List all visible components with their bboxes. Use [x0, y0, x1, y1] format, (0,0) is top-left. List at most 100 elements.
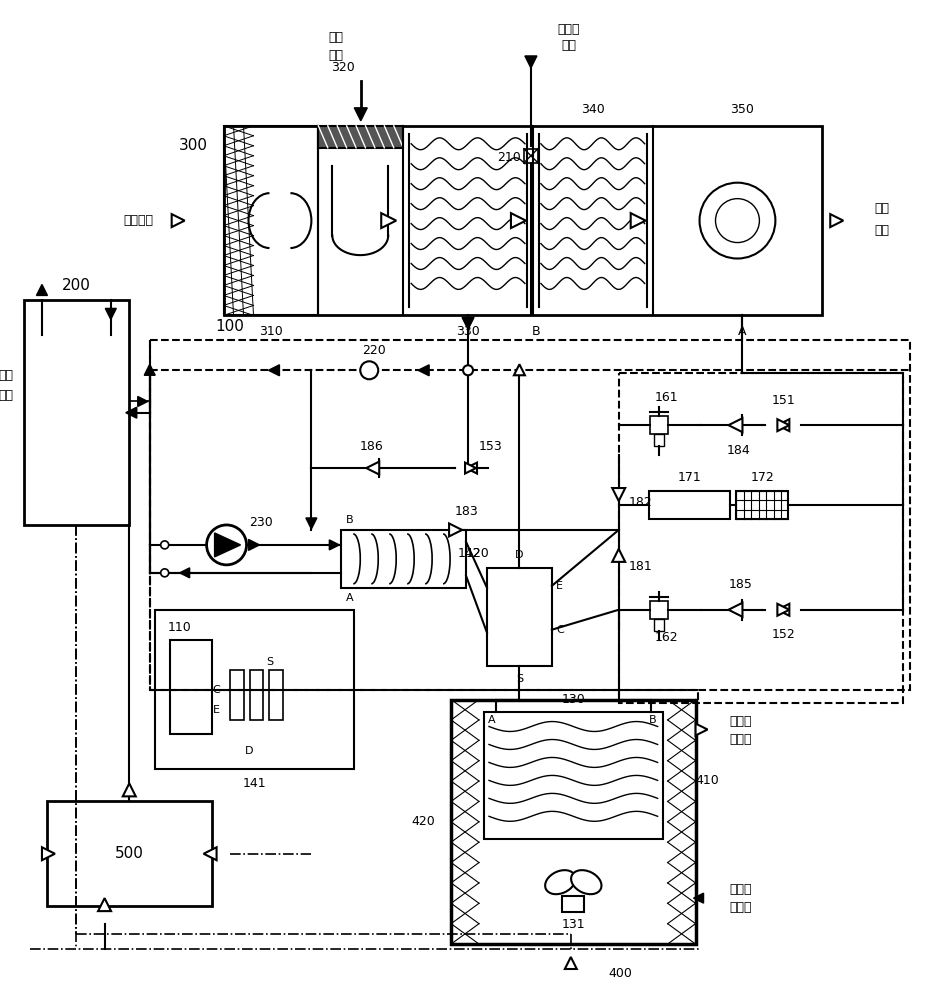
Polygon shape [214, 533, 241, 557]
Text: 142: 142 [457, 547, 481, 560]
Text: B: B [531, 325, 540, 338]
Bar [451, 700, 696, 944]
Bar [155, 610, 354, 769]
Bar [654, 619, 664, 631]
Text: S: S [266, 657, 273, 667]
Polygon shape [525, 56, 537, 68]
Text: 182: 182 [628, 496, 652, 509]
Text: 350: 350 [730, 103, 754, 116]
Circle shape [161, 569, 169, 577]
Text: 181: 181 [628, 560, 652, 573]
Polygon shape [778, 604, 789, 616]
Text: 330: 330 [456, 325, 480, 338]
Text: C: C [212, 685, 221, 695]
Polygon shape [466, 463, 477, 474]
Polygon shape [123, 783, 136, 796]
Polygon shape [36, 284, 48, 295]
Polygon shape [145, 364, 155, 375]
Circle shape [360, 361, 378, 379]
Text: S: S [516, 674, 523, 684]
Bar [47, 801, 211, 906]
Text: A: A [738, 325, 746, 338]
Bar [269, 670, 284, 720]
Bar [619, 373, 903, 703]
Text: D: D [515, 550, 524, 560]
Polygon shape [630, 213, 645, 228]
Bar [229, 670, 244, 720]
Text: 冷风进: 冷风进 [729, 733, 752, 746]
Text: 100: 100 [215, 319, 244, 334]
Text: 冷藏间: 冷藏间 [729, 715, 752, 728]
Text: 230: 230 [249, 516, 273, 529]
Text: 热水: 热水 [0, 369, 13, 382]
Polygon shape [418, 365, 429, 376]
Text: 162: 162 [655, 631, 679, 644]
Text: 185: 185 [728, 578, 752, 591]
Text: 110: 110 [168, 621, 191, 634]
Polygon shape [381, 213, 396, 228]
Bar [224, 126, 823, 315]
Text: A: A [488, 715, 496, 725]
Polygon shape [465, 463, 476, 474]
Polygon shape [268, 365, 280, 376]
Bar [484, 712, 663, 839]
Circle shape [463, 365, 473, 375]
Text: A: A [346, 593, 353, 603]
Polygon shape [449, 523, 462, 536]
Polygon shape [694, 893, 704, 903]
Text: 室内回风: 室内回风 [124, 214, 153, 227]
Text: 冷藏间: 冷藏间 [729, 883, 752, 896]
Text: 自来水: 自来水 [558, 23, 580, 36]
Text: B: B [649, 715, 657, 725]
Text: 210: 210 [497, 151, 521, 164]
Polygon shape [138, 396, 148, 406]
Text: 320: 320 [331, 61, 355, 74]
Polygon shape [778, 419, 789, 431]
Text: 186: 186 [359, 440, 383, 453]
Polygon shape [42, 847, 55, 860]
Text: 送风: 送风 [874, 224, 889, 237]
Text: E: E [213, 705, 220, 715]
Polygon shape [462, 317, 474, 329]
Text: C: C [556, 625, 564, 635]
Bar [318, 126, 404, 148]
Bar [648, 491, 730, 519]
Text: 152: 152 [771, 628, 795, 641]
Text: 172: 172 [750, 471, 774, 484]
Polygon shape [171, 214, 185, 227]
Polygon shape [367, 462, 379, 475]
Polygon shape [778, 604, 789, 616]
Bar [649, 416, 667, 434]
Polygon shape [696, 724, 707, 735]
Text: 300: 300 [179, 138, 208, 153]
Bar [563, 896, 585, 912]
Bar [224, 126, 318, 315]
Polygon shape [354, 108, 367, 121]
Bar [342, 530, 466, 588]
Polygon shape [565, 957, 577, 969]
Polygon shape [612, 549, 625, 562]
Bar [654, 434, 664, 446]
Bar [649, 601, 667, 619]
Text: B: B [346, 515, 353, 525]
Text: 室外: 室外 [328, 31, 344, 44]
Polygon shape [514, 364, 525, 375]
Polygon shape [98, 898, 111, 911]
Polygon shape [728, 603, 743, 617]
Text: 141: 141 [243, 777, 267, 790]
Text: 400: 400 [608, 967, 633, 980]
Text: 500: 500 [115, 846, 144, 861]
Text: 420: 420 [411, 815, 435, 828]
Text: 进水: 进水 [562, 39, 576, 52]
Text: 340: 340 [581, 103, 605, 116]
Bar [149, 340, 910, 690]
Circle shape [161, 541, 169, 549]
Polygon shape [778, 419, 789, 431]
Bar [524, 149, 538, 163]
Polygon shape [106, 308, 116, 319]
Text: 200: 200 [62, 278, 90, 293]
Bar [737, 491, 788, 519]
Polygon shape [248, 539, 260, 550]
Polygon shape [830, 214, 843, 227]
Polygon shape [204, 847, 216, 860]
